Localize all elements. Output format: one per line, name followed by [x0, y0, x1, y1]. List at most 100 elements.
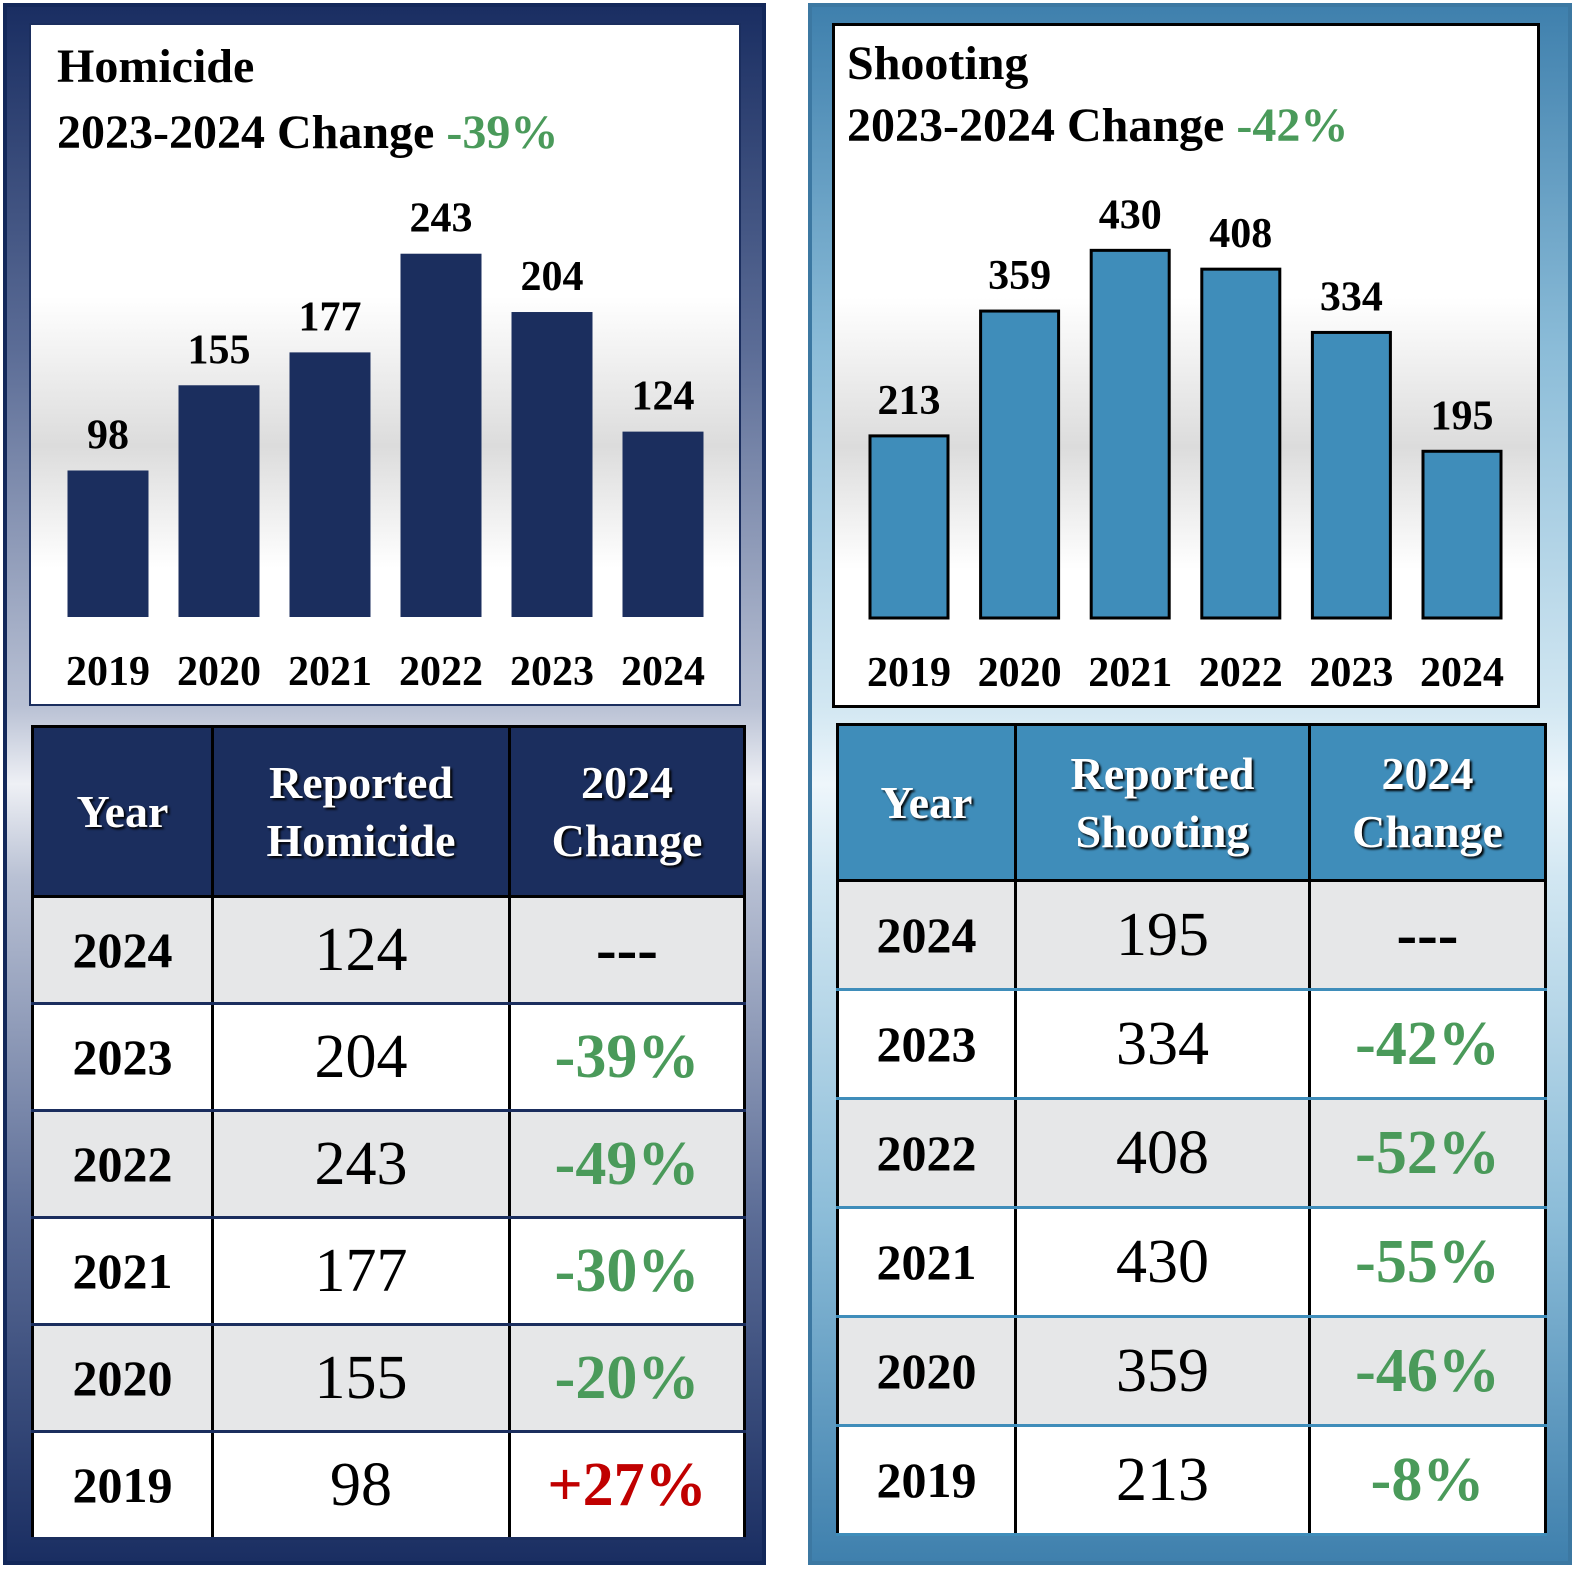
bar-2021 [289, 352, 371, 617]
homicide-header-change: 2024 Change [508, 725, 746, 898]
homicide-change-summary: 2023-2024 Change -39% [57, 109, 558, 157]
homicide-row-change: -39% [508, 1002, 746, 1112]
shooting-change-value: -42% [1236, 99, 1349, 152]
shooting-row-change: -42% [1308, 988, 1547, 1100]
shooting-header-change: 2024 Change [1308, 723, 1547, 882]
homicide-table-row: 2022 243 -49% [31, 1109, 746, 1219]
shooting-header-change-line1: 2024 [1381, 748, 1474, 799]
x-tick-label-2019: 2019 [867, 650, 951, 696]
shooting-row-reported: 359 [1014, 1315, 1311, 1427]
shooting-change-summary: 2023-2024 Change -42% [847, 102, 1348, 150]
homicide-row-reported: 177 [211, 1216, 511, 1326]
homicide-header-change-line2: Change [551, 814, 703, 866]
bar-2020 [979, 309, 1061, 620]
shooting-table-row: 2022 408 -52% [836, 1097, 1547, 1209]
homicide-table-row: 2020 155 -20% [31, 1323, 746, 1433]
bar-2019 [868, 434, 950, 620]
bar-2024 [1421, 449, 1503, 620]
shooting-table-row: 2023 334 -42% [836, 988, 1547, 1100]
shooting-table-header: Year Reported Shooting 2024 Change [836, 723, 1547, 882]
bar-2023 [511, 312, 593, 617]
data-label-2023: 204 [521, 254, 584, 300]
shooting-row-change: -52% [1308, 1097, 1547, 1209]
shooting-row-year: 2021 [836, 1206, 1017, 1318]
homicide-row-change: +27% [508, 1430, 746, 1540]
homicide-row-year: 2022 [31, 1109, 214, 1219]
homicide-row-change: -30% [508, 1216, 746, 1326]
homicide-row-year: 2021 [31, 1216, 214, 1326]
shooting-row-change: -55% [1308, 1206, 1547, 1318]
data-label-2020: 359 [988, 253, 1051, 299]
homicide-row-reported: 243 [211, 1109, 511, 1219]
shooting-chart-title: Shooting [847, 37, 1029, 90]
shooting-table-row: 2024 195 --- [836, 879, 1547, 991]
shooting-row-reported: 195 [1014, 879, 1311, 991]
shooting-row-year: 2023 [836, 988, 1017, 1100]
x-tick-label-2023: 2023 [1309, 650, 1393, 696]
homicide-row-reported: 98 [211, 1430, 511, 1540]
homicide-row-reported: 204 [211, 1002, 511, 1112]
x-tick-label-2024: 2024 [1420, 650, 1504, 696]
homicide-row-year: 2020 [31, 1323, 214, 1433]
x-tick-label-2021: 2021 [288, 649, 372, 695]
x-tick-label-2023: 2023 [510, 649, 594, 695]
bar-2022 [400, 253, 482, 617]
data-label-2021: 430 [1099, 192, 1162, 238]
shooting-table-row: 2020 359 -46% [836, 1315, 1547, 1427]
bar-2022 [1200, 267, 1282, 620]
shooting-table-row: 2021 430 -55% [836, 1206, 1547, 1318]
homicide-table-header: Year Reported Homicide 2024 Change [31, 725, 746, 898]
shooting-header-year: Year [836, 723, 1017, 882]
bar-2019 [67, 470, 149, 617]
homicide-change-value: -39% [446, 106, 559, 159]
shooting-table: Year Reported Shooting 2024 Change 2024 1… [836, 723, 1547, 1536]
data-label-2019: 98 [87, 412, 129, 458]
homicide-row-change: -49% [508, 1109, 746, 1219]
bar-2021 [1089, 248, 1171, 620]
homicide-header-reported-line1: Reported [269, 757, 453, 808]
data-label-2022: 243 [410, 196, 473, 242]
homicide-change-label: 2023-2024 Change [57, 106, 435, 159]
shooting-header-reported-line2: Shooting [1075, 805, 1250, 857]
homicide-header-change-line1: 2024 [581, 757, 673, 808]
x-tick-label-2024: 2024 [621, 649, 705, 695]
homicide-row-year: 2024 [31, 895, 214, 1005]
homicide-chart-box: Homicide 2023-2024 Change -39% 98 2019 155… [29, 23, 741, 706]
shooting-row-year: 2022 [836, 1097, 1017, 1209]
homicide-row-change: -20% [508, 1323, 746, 1433]
data-label-2022: 408 [1209, 211, 1272, 257]
data-label-2023: 334 [1320, 274, 1383, 320]
homicide-header-year: Year [31, 725, 214, 898]
homicide-table-row: 2021 177 -30% [31, 1216, 746, 1326]
shooting-row-year: 2019 [836, 1424, 1017, 1536]
shooting-row-reported: 408 [1014, 1097, 1311, 1209]
shooting-panel: Shooting 2023-2024 Change -42% 213 2019 35… [808, 3, 1572, 1565]
homicide-row-year: 2023 [31, 1002, 214, 1112]
bar-2020 [178, 385, 260, 617]
shooting-bar-chart: 213 2019 359 2020 430 2021 408 2022 334 2023 195 20… [867, 192, 1504, 696]
x-tick-label-2022: 2022 [399, 649, 483, 695]
shooting-chart-box: Shooting 2023-2024 Change -42% 213 2019 35… [832, 23, 1540, 708]
x-tick-label-2021: 2021 [1088, 650, 1172, 696]
homicide-chart-title: Homicide [57, 40, 255, 93]
shooting-change-label: 2023-2024 Change [847, 99, 1225, 152]
shooting-row-change: -46% [1308, 1315, 1547, 1427]
shooting-header-reported-line1: Reported [1070, 748, 1255, 799]
homicide-row-reported: 155 [211, 1323, 511, 1433]
shooting-row-reported: 334 [1014, 988, 1311, 1100]
bar-2024 [622, 431, 704, 617]
bar-2023 [1310, 330, 1392, 620]
x-tick-label-2022: 2022 [1199, 650, 1283, 696]
homicide-panel: Homicide 2023-2024 Change -39% 98 2019 155… [3, 3, 766, 1565]
data-label-2019: 213 [878, 378, 941, 424]
homicide-header-reported: Reported Homicide [211, 725, 511, 898]
data-label-2020: 155 [188, 327, 251, 373]
shooting-row-change: --- [1308, 879, 1547, 991]
data-label-2024: 124 [632, 374, 695, 420]
shooting-row-year: 2024 [836, 879, 1017, 991]
shooting-header-reported: Reported Shooting [1014, 723, 1311, 882]
x-tick-label-2019: 2019 [66, 649, 150, 695]
homicide-row-year: 2019 [31, 1430, 214, 1540]
homicide-table-row: 2019 98 +27% [31, 1430, 746, 1540]
homicide-table-row: 2024 124 --- [31, 895, 746, 1005]
